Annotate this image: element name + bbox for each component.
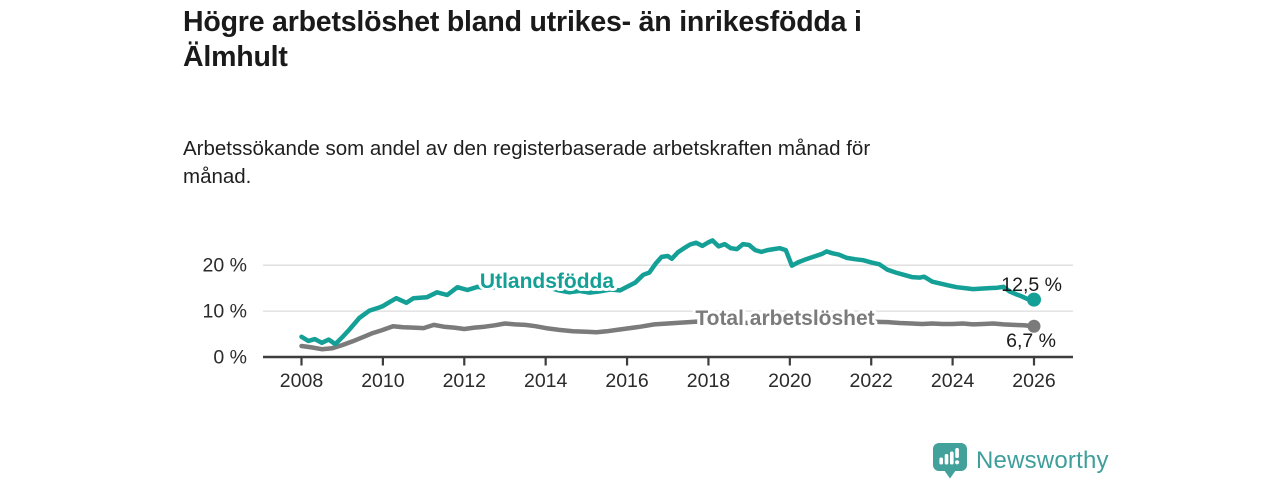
series-label-utlandsf-dda: Utlandsfödda <box>480 270 614 293</box>
y-tick-label-0: 0 % <box>213 347 247 369</box>
x-tick-label-2022: 2022 <box>850 370 893 392</box>
x-tick-label-2014: 2014 <box>524 370 568 392</box>
end-dot-total-arbetsl-shet <box>1027 319 1041 333</box>
chart-title: Högre arbetslöshet bland utrikes- än inr… <box>183 6 862 73</box>
bar-chart-speech-bubble-icon <box>933 443 967 479</box>
chart-subtitle: Arbetssökande som andel av den registerb… <box>183 137 871 188</box>
x-tick-label-2012: 2012 <box>443 370 486 392</box>
end-value-label-utlandsf-dda: 12,5 % <box>1001 274 1062 296</box>
x-tick-label-2024: 2024 <box>931 370 975 392</box>
y-tick-label-20: 20 % <box>203 255 247 277</box>
series-label-total-arbetsl-shet: Total arbetslöshet <box>695 307 874 330</box>
y-tick-label-10: 10 % <box>203 301 247 323</box>
newsworthy-logo[interactable]: Newsworthy <box>933 443 1109 479</box>
x-tick-label-2018: 2018 <box>687 370 730 392</box>
x-tick-label-2008: 2008 <box>280 370 323 392</box>
newsworthy-logo-text: Newsworthy <box>976 447 1109 474</box>
line-utlandsf-dda <box>299 238 1037 347</box>
line-total-arbetsl-shet <box>299 314 1037 352</box>
x-tick-label-2010: 2010 <box>361 370 405 392</box>
x-tick-label-2026: 2026 <box>1012 370 1055 392</box>
x-tick-label-2016: 2016 <box>605 370 648 392</box>
end-dot-utlandsf-dda <box>1027 292 1041 307</box>
x-tick-label-2020: 2020 <box>768 370 812 392</box>
end-value-label-total-arbetsl-shet: 6,7 % <box>1006 330 1056 352</box>
